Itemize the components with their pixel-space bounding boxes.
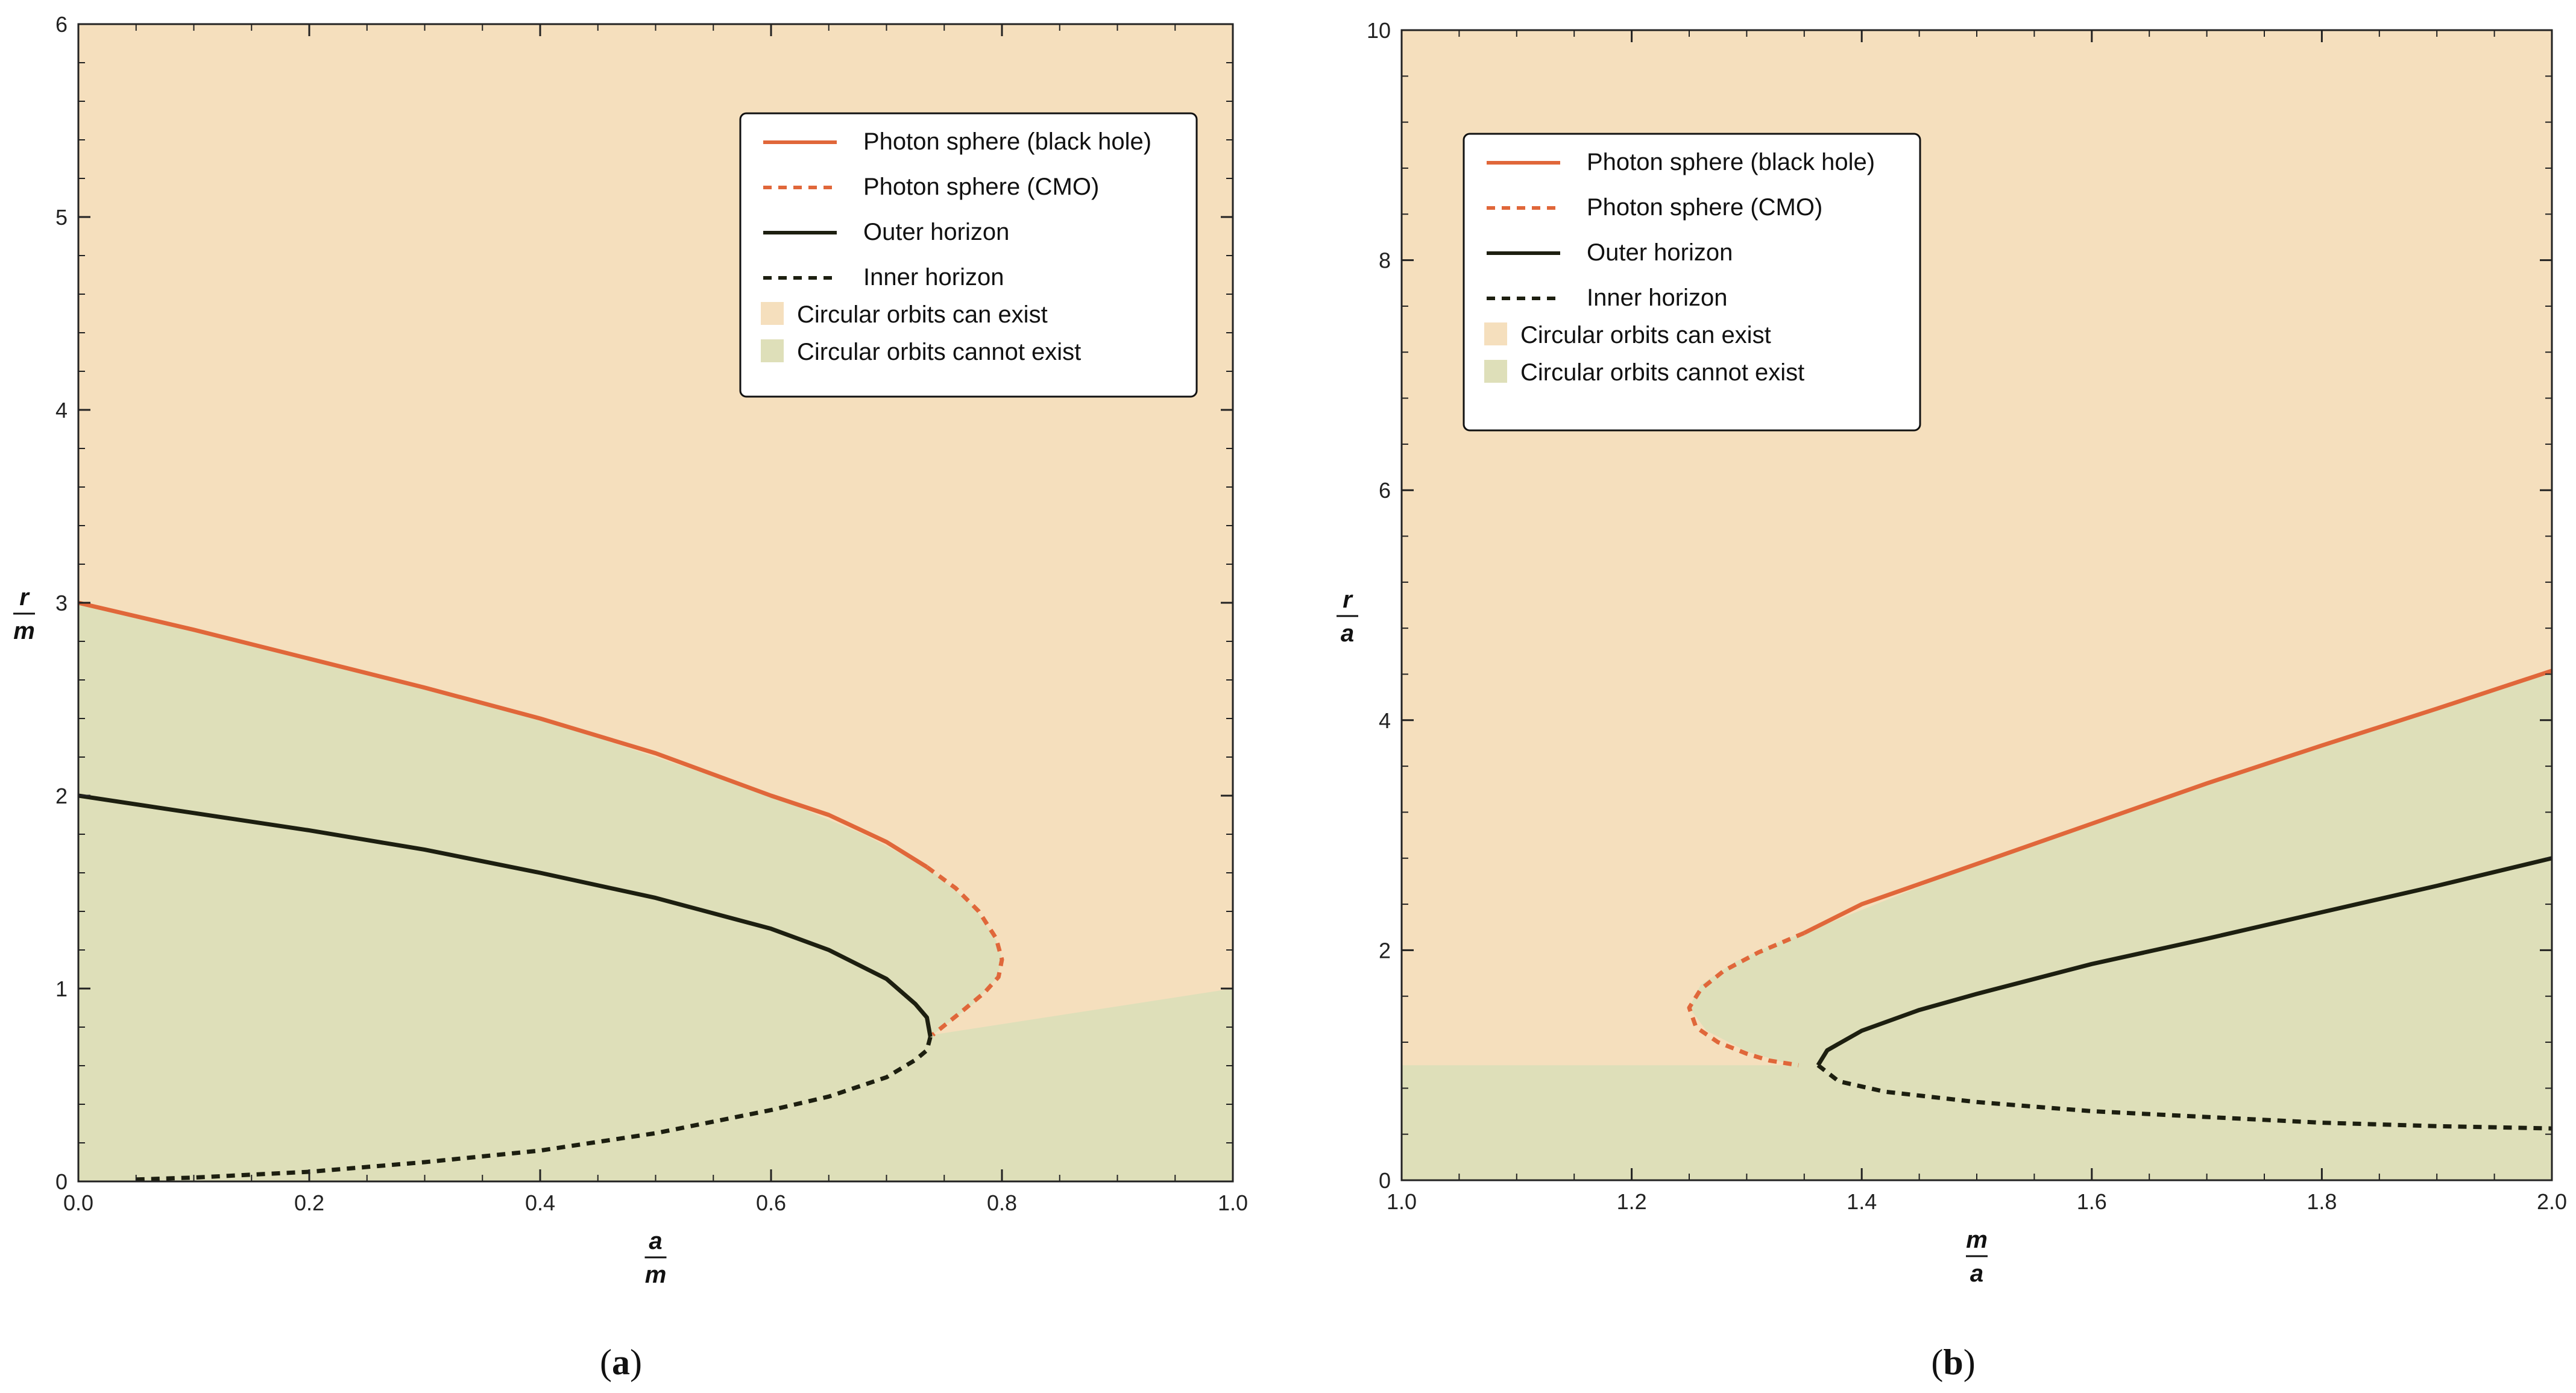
panel-b-series-photon-sphere-black-hole — [1803, 668, 2552, 935]
panel-b-ytick-label-4: 4 — [1379, 708, 1391, 733]
panel-b-ytick-label-8: 8 — [1379, 248, 1391, 273]
panel-b-ytick-label-0: 0 — [1379, 1168, 1391, 1193]
panel-a-legend-item-photon-sphere-cmo: Photon sphere (CMO) — [763, 174, 1099, 200]
panel-b-legend-swatch-circular-orbits-cannot-exist — [1484, 360, 1507, 383]
panel-b-legend-label-photon-sphere-cmo: Photon sphere (CMO) — [1587, 194, 1822, 221]
panel-a-xlabel: am — [644, 1228, 667, 1288]
panel-a-ylabel-denominator: m — [13, 618, 35, 644]
panel-a-ytick-label-2: 2 — [55, 784, 68, 808]
panel-b-legend-box — [1463, 133, 1921, 432]
panel-b-legend-item-photon-sphere-cmo: Photon sphere (CMO) — [1487, 194, 1822, 221]
panel-a-series-photon-sphere-black-hole — [78, 600, 928, 869]
panel-a-legend-item-circular-orbits-cannot-exist: Circular orbits cannot exist — [761, 339, 1081, 365]
panel-a-legend-label-photon-sphere-cmo: Photon sphere (CMO) — [863, 174, 1099, 200]
panel-a-series-outer-horizon — [78, 793, 933, 1037]
panel-a-legend-label-inner-horizon: Inner horizon — [863, 264, 1004, 291]
panel-b-xtick-label-2: 2.0 — [2537, 1189, 2567, 1214]
panel-a-xtick-label-0-8: 0.8 — [987, 1190, 1017, 1215]
panel-a-legend: Photon sphere (black hole) Photon sphere … — [739, 112, 1198, 398]
panel-a-legend-label-photon-sphere-black-hole: Photon sphere (black hole) — [863, 128, 1151, 155]
panel-a-region-cannot-exist — [78, 603, 1233, 1181]
panel-b-legend-label-outer-horizon: Outer horizon — [1587, 239, 1733, 266]
panel-a-legend-label-circular-orbits-can-exist: Circular orbits can exist — [797, 301, 1048, 328]
panel-b-xlabel-denominator: a — [1970, 1260, 1983, 1287]
panel-a-legend-item-photon-sphere-black-hole: Photon sphere (black hole) — [763, 128, 1151, 155]
panel-b-legend-item-inner-horizon: Inner horizon — [1487, 285, 1727, 311]
panel-b-legend-label-circular-orbits-cannot-exist: Circular orbits cannot exist — [1520, 359, 1804, 386]
panel-b-legend-item-outer-horizon: Outer horizon — [1487, 239, 1733, 266]
panel-a-ytick-label-5: 5 — [55, 205, 68, 230]
panel-a-ytick-label-4: 4 — [55, 398, 68, 423]
panel-b-legend-label-circular-orbits-can-exist: Circular orbits can exist — [1520, 322, 1771, 348]
panel-a-xtick-label-0: 0.0 — [63, 1190, 93, 1215]
panel-b-xlabel: ma — [1966, 1227, 1988, 1287]
panel-a-legend-swatch-circular-orbits-can-exist — [761, 302, 784, 325]
panel-b-series-inner-horizon — [1816, 1063, 2552, 1131]
panel-b-region-cannot-exist — [1402, 670, 2552, 1180]
panel-b-legend-item-circular-orbits-cannot-exist: Circular orbits cannot exist — [1484, 359, 1804, 386]
panel-b-xtick-label-1-2: 1.2 — [1617, 1189, 1647, 1214]
panel-b-xtick-label-1-6: 1.6 — [2077, 1189, 2107, 1214]
panel-b-series-photon-sphere-cmo — [1687, 931, 1806, 1068]
panel-a-xlabel-denominator: m — [645, 1262, 667, 1288]
panel-b-legend: Photon sphere (black hole) Photon sphere … — [1463, 133, 1921, 432]
panel-b-ytick-label-6: 6 — [1379, 478, 1391, 503]
panel-a-xtick-label-0-6: 0.6 — [756, 1190, 786, 1215]
panel-b-legend-item-photon-sphere-black-hole: Photon sphere (black hole) — [1487, 149, 1875, 175]
panel-a-legend-swatch-circular-orbits-cannot-exist — [761, 339, 784, 362]
panel-a-xtick-label-0-4: 0.4 — [525, 1190, 555, 1215]
panel-b-ylabel-denominator: a — [1341, 620, 1354, 647]
panel-a-legend-item-circular-orbits-can-exist: Circular orbits can exist — [761, 301, 1048, 328]
panel-b-xtick-label-1: 1.0 — [1387, 1189, 1417, 1214]
panel-b-ytick-label-2: 2 — [1379, 938, 1391, 963]
panel-b-series-outer-horizon — [1816, 856, 2552, 1067]
panel-b-xtick-label-1-4: 1.4 — [1847, 1189, 1877, 1214]
panel-a-legend-item-outer-horizon: Outer horizon — [763, 219, 1009, 245]
panel-b-ytick-label-10: 10 — [1367, 18, 1391, 43]
panel-b-xlabel-numerator: m — [1966, 1227, 1988, 1253]
panel-a-ytick-label-0: 0 — [55, 1169, 68, 1194]
panel-a-ylabel: rm — [13, 584, 35, 644]
panel-a-xtick-label-0-2: 0.2 — [294, 1190, 324, 1215]
panel-b-xtick-label-1-8: 1.8 — [2307, 1189, 2337, 1214]
panel-b-legend-label-inner-horizon: Inner horizon — [1587, 285, 1727, 311]
panel-b-legend-swatch-circular-orbits-can-exist — [1484, 322, 1507, 345]
panel-b-ylabel-numerator: r — [1343, 586, 1353, 613]
panel-b-ylabel: ra — [1337, 586, 1358, 647]
caption-b: (b) — [1931, 1342, 1975, 1382]
panel-a-legend-item-inner-horizon: Inner horizon — [763, 264, 1004, 291]
panel-a-xtick-label-1: 1.0 — [1218, 1190, 1248, 1215]
panel-a-ytick-label-6: 6 — [55, 12, 68, 37]
panel-b-legend-item-circular-orbits-can-exist: Circular orbits can exist — [1484, 322, 1771, 348]
panel-a-series-photon-sphere-cmo — [925, 865, 1004, 1037]
panel-b-legend-label-photon-sphere-black-hole: Photon sphere (black hole) — [1587, 149, 1875, 175]
panel-a-xlabel-numerator: a — [649, 1228, 662, 1254]
panel-a-series-inner-horizon — [136, 1036, 933, 1181]
caption-a: (a) — [600, 1342, 642, 1382]
panel-a-ytick-label-3: 3 — [55, 591, 68, 615]
panel-a-ytick-label-1: 1 — [55, 976, 68, 1001]
panel-a-legend-label-circular-orbits-cannot-exist: Circular orbits cannot exist — [797, 339, 1081, 365]
panel-a-ylabel-numerator: r — [19, 584, 30, 611]
panel-a-legend-label-outer-horizon: Outer horizon — [863, 219, 1009, 245]
panel-a-legend-box — [739, 112, 1198, 398]
